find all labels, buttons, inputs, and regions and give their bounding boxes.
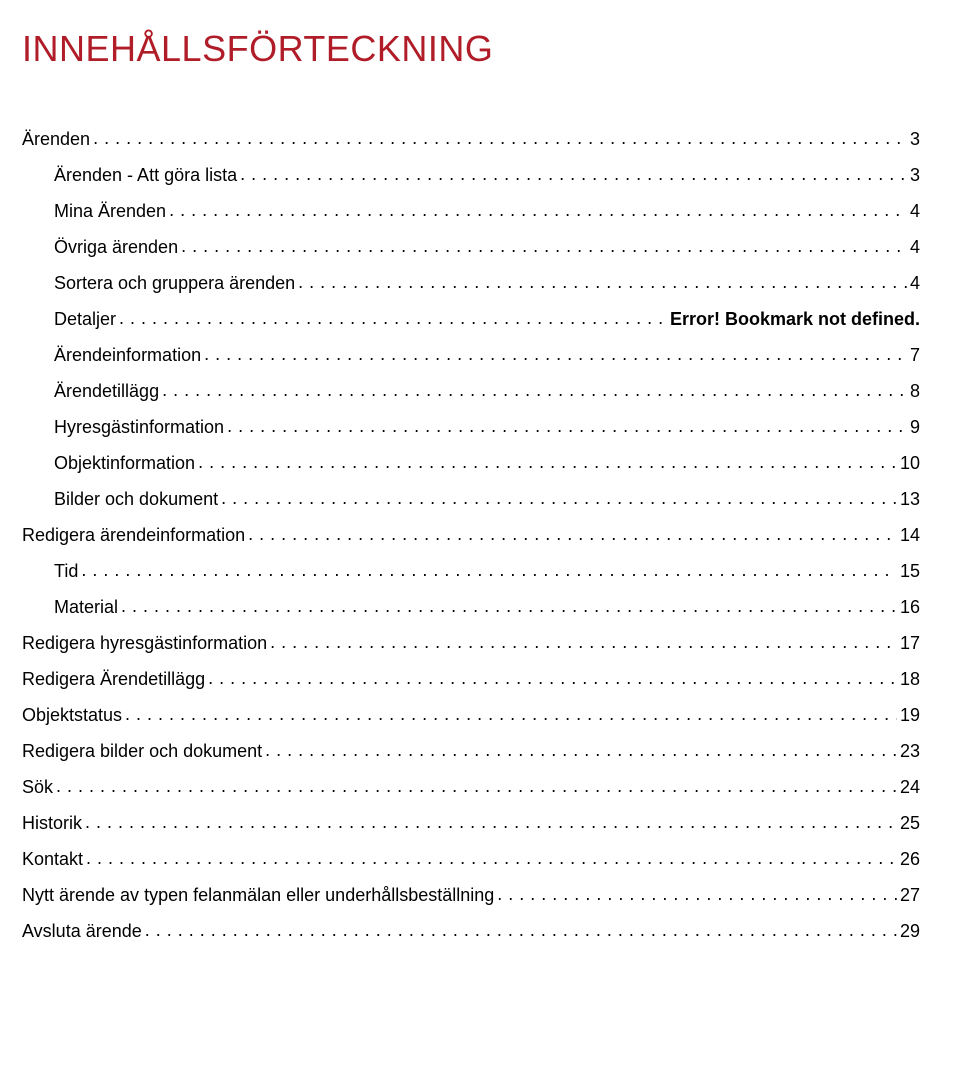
toc-row[interactable]: Redigera Ärendetillägg 18 — [22, 670, 920, 688]
toc-page-number: 13 — [900, 490, 920, 508]
toc-label: Redigera hyresgästinformation — [22, 634, 267, 652]
toc-row[interactable]: Historik 25 — [22, 814, 920, 832]
toc-row[interactable]: Tid 15 — [22, 562, 920, 580]
toc-label: Kontakt — [22, 850, 83, 868]
toc-label: Hyresgästinformation — [54, 418, 224, 436]
toc-page-number: 19 — [900, 706, 920, 724]
toc-leader — [248, 526, 897, 544]
toc-leader — [221, 490, 897, 508]
toc-label: Material — [54, 598, 118, 616]
toc-page-number: 8 — [910, 382, 920, 400]
toc-leader — [125, 706, 897, 724]
toc-row[interactable]: Övriga ärenden 4 — [22, 238, 920, 256]
toc-row[interactable]: Sortera och gruppera ärenden 4 — [22, 274, 920, 292]
toc-label: Objektinformation — [54, 454, 195, 472]
toc-label: Objektstatus — [22, 706, 122, 724]
toc-page-number: 27 — [900, 886, 920, 904]
toc-page-number: 15 — [900, 562, 920, 580]
toc-leader — [240, 166, 907, 184]
toc-row[interactable]: Ärenden - Att göra lista 3 — [22, 166, 920, 184]
toc-label: Bilder och dokument — [54, 490, 218, 508]
toc-row[interactable]: Redigera bilder och dokument 23 — [22, 742, 920, 760]
toc-row[interactable]: Ärendeinformation 7 — [22, 346, 920, 364]
toc-leader — [270, 634, 897, 652]
toc-label: Redigera bilder och dokument — [22, 742, 262, 760]
toc-leader — [145, 922, 897, 940]
toc-leader — [181, 238, 907, 256]
toc-page-number: 26 — [900, 850, 920, 868]
toc-leader — [162, 382, 907, 400]
toc-label: Övriga ärenden — [54, 238, 178, 256]
toc-row[interactable]: Redigera hyresgästinformation 17 — [22, 634, 920, 652]
toc-page-number: 24 — [900, 778, 920, 796]
toc-page-number: 14 — [900, 526, 920, 544]
toc-row[interactable]: Bilder och dokument 13 — [22, 490, 920, 508]
toc-label: Redigera Ärendetillägg — [22, 670, 205, 688]
toc-page-number: 4 — [910, 202, 920, 220]
toc-label: Ärendeinformation — [54, 346, 201, 364]
toc-label: Tid — [54, 562, 78, 580]
toc-row[interactable]: Mina Ärenden 4 — [22, 202, 920, 220]
toc-label: Ärenden - Att göra lista — [54, 166, 237, 184]
toc-label: Redigera ärendeinformation — [22, 526, 245, 544]
toc-label: Historik — [22, 814, 82, 832]
toc-leader — [298, 274, 907, 292]
toc-row[interactable]: Sök 24 — [22, 778, 920, 796]
toc-page-number: 23 — [900, 742, 920, 760]
toc-leader — [265, 742, 897, 760]
toc-page-number: 10 — [900, 454, 920, 472]
toc-leader — [81, 562, 897, 580]
toc-leader — [86, 850, 897, 868]
toc-row[interactable]: Ärenden 3 — [22, 130, 920, 148]
toc-leader — [198, 454, 897, 472]
toc-row[interactable]: Nytt ärende av typen felanmälan eller un… — [22, 886, 920, 904]
toc-label: Detaljer — [54, 310, 116, 328]
toc-row[interactable]: Detaljer Error! Bookmark not defined. — [22, 310, 920, 328]
toc-leader — [204, 346, 907, 364]
toc-page-number: 9 — [910, 418, 920, 436]
toc-leader — [497, 886, 897, 904]
toc-row[interactable]: Hyresgästinformation 9 — [22, 418, 920, 436]
toc-page-number: 4 — [910, 274, 920, 292]
table-of-contents: Ärenden 3Ärenden - Att göra lista 3Mina … — [22, 130, 920, 940]
toc-page-number: 25 — [900, 814, 920, 832]
toc-label: Nytt ärende av typen felanmälan eller un… — [22, 886, 494, 904]
toc-label: Ärendetillägg — [54, 382, 159, 400]
toc-page-number: 4 — [910, 238, 920, 256]
toc-row[interactable]: Objektstatus 19 — [22, 706, 920, 724]
toc-page-number: Error! Bookmark not defined. — [670, 310, 920, 328]
toc-label: Sortera och gruppera ärenden — [54, 274, 295, 292]
toc-leader — [85, 814, 897, 832]
toc-page-number: 3 — [910, 166, 920, 184]
toc-label: Mina Ärenden — [54, 202, 166, 220]
toc-label: Sök — [22, 778, 53, 796]
toc-row[interactable]: Ärendetillägg 8 — [22, 382, 920, 400]
toc-page-number: 18 — [900, 670, 920, 688]
toc-label: Ärenden — [22, 130, 90, 148]
toc-leader — [56, 778, 897, 796]
toc-row[interactable]: Avsluta ärende 29 — [22, 922, 920, 940]
page-title: INNEHÅLLSFÖRTECKNING — [22, 28, 920, 70]
toc-row[interactable]: Kontakt 26 — [22, 850, 920, 868]
document-page: INNEHÅLLSFÖRTECKNING Ärenden 3Ärenden - … — [0, 0, 960, 1090]
toc-row[interactable]: Material 16 — [22, 598, 920, 616]
toc-page-number: 3 — [910, 130, 920, 148]
toc-page-number: 29 — [900, 922, 920, 940]
toc-leader — [119, 310, 667, 328]
toc-label: Avsluta ärende — [22, 922, 142, 940]
toc-leader — [93, 130, 907, 148]
toc-page-number: 17 — [900, 634, 920, 652]
toc-page-number: 7 — [910, 346, 920, 364]
toc-leader — [208, 670, 897, 688]
toc-leader — [121, 598, 897, 616]
toc-row[interactable]: Objektinformation 10 — [22, 454, 920, 472]
toc-row[interactable]: Redigera ärendeinformation 14 — [22, 526, 920, 544]
toc-leader — [227, 418, 907, 436]
toc-page-number: 16 — [900, 598, 920, 616]
toc-leader — [169, 202, 907, 220]
